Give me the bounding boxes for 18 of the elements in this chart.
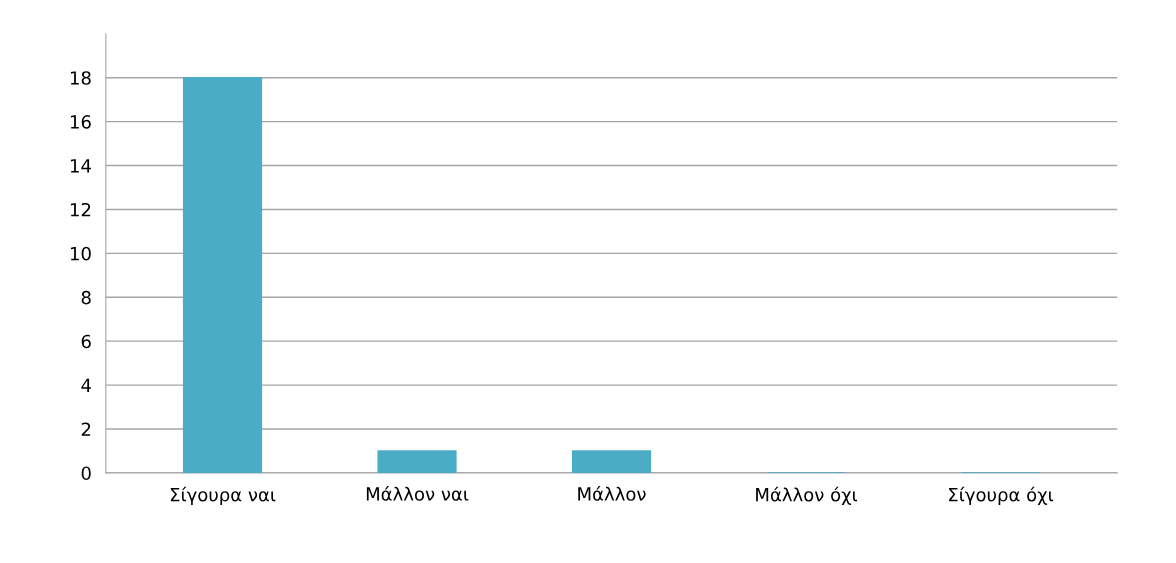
- y-tick-label: 18: [70, 71, 91, 85]
- x-tick-label: Μάλλον: [578, 486, 646, 501]
- y-tick-label: 12: [70, 202, 91, 217]
- bar: [571, 450, 652, 473]
- y-tick-label: 14: [70, 159, 91, 173]
- y-tick-label: 4: [81, 378, 91, 392]
- x-tick-label: Σίγουρα όχι: [949, 486, 1054, 506]
- y-tick-label: 8: [81, 290, 91, 305]
- bar: [377, 450, 457, 473]
- y-tick-label: 6: [81, 334, 91, 349]
- bar: [182, 76, 263, 473]
- y-tick-label: 0: [81, 466, 91, 481]
- x-tick-label: Μάλλον όχι: [756, 486, 858, 506]
- x-tick-label: Σίγουρα ναι: [170, 486, 276, 506]
- y-tick-label: 10: [70, 246, 91, 261]
- y-tick-label: 16: [70, 115, 91, 129]
- y-tick-label: 2: [81, 422, 91, 436]
- x-tick-label: Μάλλον ναι: [366, 486, 469, 501]
